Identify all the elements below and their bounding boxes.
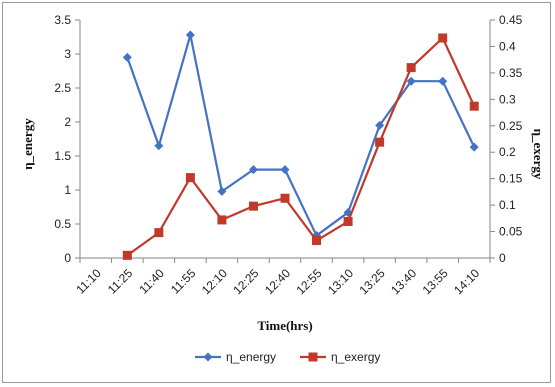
data-point-energy [469, 142, 479, 152]
chart-frame [2, 2, 551, 383]
x-tick-label: 12:40 [262, 266, 293, 297]
y-left-tick-label: 1.5 [54, 149, 71, 163]
y-right-tick-label: 0 [499, 251, 506, 265]
y-right-tick-label: 0.2 [499, 145, 516, 159]
y-left-tick-label: 0 [64, 251, 71, 265]
data-point-exergy [469, 101, 479, 111]
legend-label-exergy: η_exergy [331, 350, 380, 364]
data-point-energy [217, 186, 227, 196]
x-tick-label: 11:25 [105, 266, 136, 297]
x-tick-label: 11:40 [136, 266, 167, 297]
data-point-energy [185, 30, 195, 40]
data-point-exergy [122, 250, 132, 260]
series-line-energy [126, 33, 476, 237]
data-point-energy [248, 165, 258, 175]
y-left-tick-label: 2.5 [54, 81, 71, 95]
y-left-tick-label: 2 [64, 115, 71, 129]
y-left-tick-label: 1 [64, 183, 71, 197]
y-right-tick-label: 0.15 [499, 172, 523, 186]
y-right-tick-label: 0.35 [499, 66, 523, 80]
data-point-exergy [406, 63, 416, 73]
series-line-exergy [126, 36, 476, 257]
y-left-tick-label: 3 [64, 47, 71, 61]
x-tick-label: 11:10 [73, 266, 104, 297]
data-point-exergy [312, 236, 322, 246]
data-point-exergy [280, 193, 290, 203]
x-tick-label: 13:40 [388, 266, 419, 297]
y-left-tick-label: 3.5 [54, 13, 71, 27]
y-axis-left-title: η_energy [20, 118, 35, 170]
y-left-tick-label: 0.5 [54, 217, 71, 231]
x-tick-label: 12:10 [199, 266, 230, 297]
data-point-exergy [438, 33, 448, 43]
data-point-energy [122, 52, 132, 62]
y-right-tick-label: 0.25 [499, 119, 523, 133]
legend-marker-energy [203, 352, 213, 362]
data-point-exergy [343, 217, 353, 227]
series-group [122, 30, 479, 260]
data-point-energy [438, 76, 448, 86]
x-tick-label: 13:10 [325, 266, 356, 297]
x-tick-label: 12:55 [293, 266, 324, 297]
y-right-tick-label: 0.05 [499, 225, 523, 239]
y-axis-right-title: η_exergy [531, 129, 546, 180]
data-point-exergy [217, 215, 227, 225]
x-tick-label: 14:10 [451, 266, 482, 297]
y-right-tick-label: 0.1 [499, 198, 516, 212]
legend-label-energy: η_energy [226, 350, 276, 364]
legend: η_energy η_exergy [195, 350, 380, 364]
data-point-exergy [248, 201, 258, 211]
axes-group [79, 20, 491, 259]
data-point-exergy [185, 173, 195, 183]
y-right-tick-label: 0.45 [499, 13, 523, 27]
x-tick-label: 12:25 [230, 266, 261, 297]
data-point-exergy [375, 137, 385, 147]
x-axis-title: Time(hrs) [257, 318, 312, 333]
data-point-energy [280, 165, 290, 175]
y-right-tick-label: 0.3 [499, 92, 516, 106]
x-tick-label: 13:25 [357, 266, 388, 297]
data-point-energy [375, 120, 385, 130]
legend-marker-exergy [308, 352, 318, 362]
data-point-energy [406, 76, 416, 86]
data-point-exergy [154, 228, 164, 238]
x-tick-label: 13:55 [420, 266, 451, 297]
x-tick-label: 11:55 [168, 266, 199, 297]
y-right-tick-label: 0.4 [499, 39, 516, 53]
data-point-energy [154, 141, 164, 151]
